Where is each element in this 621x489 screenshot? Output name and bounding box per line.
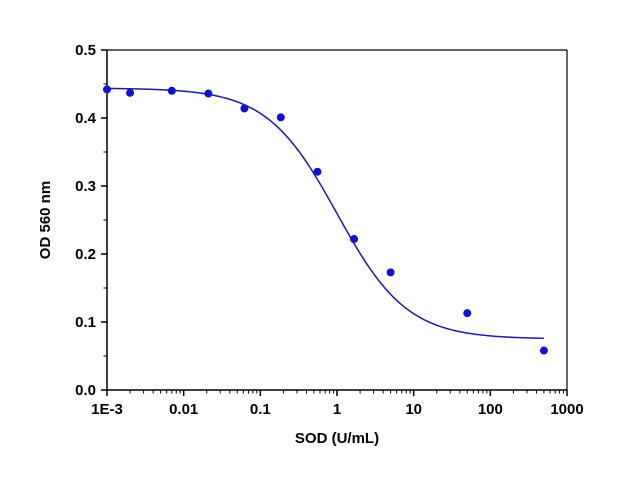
x-tick-label: 1000 bbox=[550, 401, 583, 418]
x-tick-label: 0.1 bbox=[250, 401, 271, 418]
data-point bbox=[386, 268, 395, 277]
data-points bbox=[103, 85, 548, 355]
x-axis-title: SOD (U/mL) bbox=[295, 430, 379, 447]
x-tick-label: 100 bbox=[478, 401, 503, 418]
data-point bbox=[350, 235, 359, 244]
x-ticks: 1E-3 0.01 0.1 1 10 100 1000 bbox=[91, 390, 584, 418]
data-point bbox=[103, 85, 111, 94]
y-tick-label: 0.2 bbox=[75, 246, 96, 263]
y-tick-label: 0.5 bbox=[75, 42, 96, 59]
x-tick-label: 1E-3 bbox=[91, 401, 123, 418]
x-tick-label: 1 bbox=[333, 401, 341, 418]
data-point bbox=[126, 88, 135, 97]
data-point bbox=[539, 346, 548, 355]
data-point bbox=[313, 167, 322, 176]
x-tick-label: 0.01 bbox=[169, 401, 198, 418]
data-point bbox=[204, 89, 213, 98]
fit-curve bbox=[106, 87, 544, 340]
y-tick-label: 0.0 bbox=[75, 382, 96, 399]
data-point bbox=[240, 104, 249, 113]
data-point bbox=[463, 309, 472, 318]
y-tick-label: 0.3 bbox=[75, 178, 96, 195]
plot-frame bbox=[106, 49, 568, 391]
y-axis-title: OD 560 nm bbox=[37, 181, 54, 259]
y-tick-label: 0.4 bbox=[75, 110, 97, 127]
data-point bbox=[276, 113, 285, 122]
y-ticks: 0.0 0.1 0.2 0.3 0.4 0.5 bbox=[75, 42, 107, 399]
x-tick-label: 10 bbox=[405, 401, 422, 418]
data-point bbox=[167, 86, 176, 95]
y-tick-label: 0.1 bbox=[75, 314, 96, 331]
